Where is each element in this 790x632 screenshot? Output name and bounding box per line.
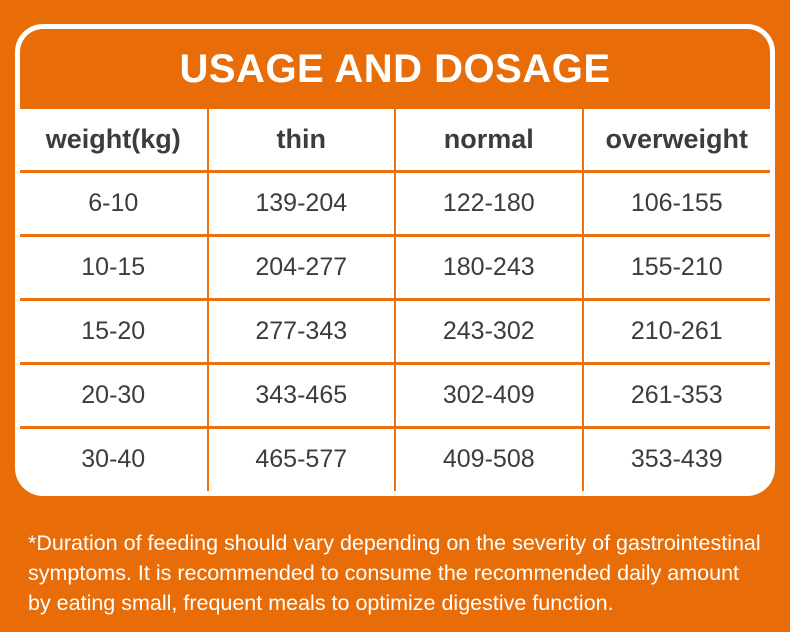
- table-cell: 6-10: [20, 169, 208, 235]
- table-header-row: weight(kg) thin normal overweight: [20, 109, 770, 171]
- table-cell: 465-577: [206, 425, 395, 491]
- table-cell: 277-343: [206, 297, 395, 363]
- table-row: 20-30 343-465 302-409 261-353: [20, 361, 770, 427]
- card-inner: USAGE AND DOSAGE weight(kg) thin normal ove…: [20, 29, 770, 491]
- table-cell: 20-30: [20, 361, 208, 427]
- table-row: 15-20 277-343 243-302 210-261: [20, 297, 770, 363]
- table-cell: 243-302: [394, 297, 583, 363]
- table-cell: 210-261: [581, 297, 770, 363]
- table-row: 6-10 139-204 122-180 106-155: [20, 169, 770, 235]
- table-row: 10-15 204-277 180-243 155-210: [20, 233, 770, 299]
- table-cell: 106-155: [581, 169, 770, 235]
- table-body: 6-10 139-204 122-180 106-155 10-15 204-277 180…: [20, 169, 770, 491]
- table-cell: 15-20: [20, 297, 208, 363]
- table-cell: 10-15: [20, 233, 208, 299]
- table-cell: 122-180: [394, 169, 583, 235]
- usage-dosage-card: USAGE AND DOSAGE weight(kg) thin normal ove…: [15, 24, 775, 496]
- table-cell: 353-439: [581, 425, 770, 491]
- table-cell: 155-210: [581, 233, 770, 299]
- table-cell: 409-508: [394, 425, 583, 491]
- footnote-text: *Duration of feeding should vary dependi…: [28, 531, 761, 615]
- column-header: normal: [394, 109, 583, 171]
- table-cell: 302-409: [394, 361, 583, 427]
- table-cell: 343-465: [206, 361, 395, 427]
- dosage-table: weight(kg) thin normal overweight 6-10 139-2…: [20, 109, 770, 491]
- table-cell: 30-40: [20, 425, 208, 491]
- table-cell: 139-204: [206, 169, 395, 235]
- column-header: thin: [206, 109, 395, 171]
- table-cell: 180-243: [394, 233, 583, 299]
- column-header: overweight: [581, 109, 770, 171]
- table-cell: 204-277: [206, 233, 395, 299]
- page-title: USAGE AND DOSAGE: [179, 46, 611, 91]
- table-head: weight(kg) thin normal overweight: [20, 109, 770, 171]
- table-row: 30-40 465-577 409-508 353-439: [20, 425, 770, 491]
- table-cell: 261-353: [581, 361, 770, 427]
- card-header: USAGE AND DOSAGE: [20, 29, 770, 109]
- column-header: weight(kg): [45, 123, 181, 154]
